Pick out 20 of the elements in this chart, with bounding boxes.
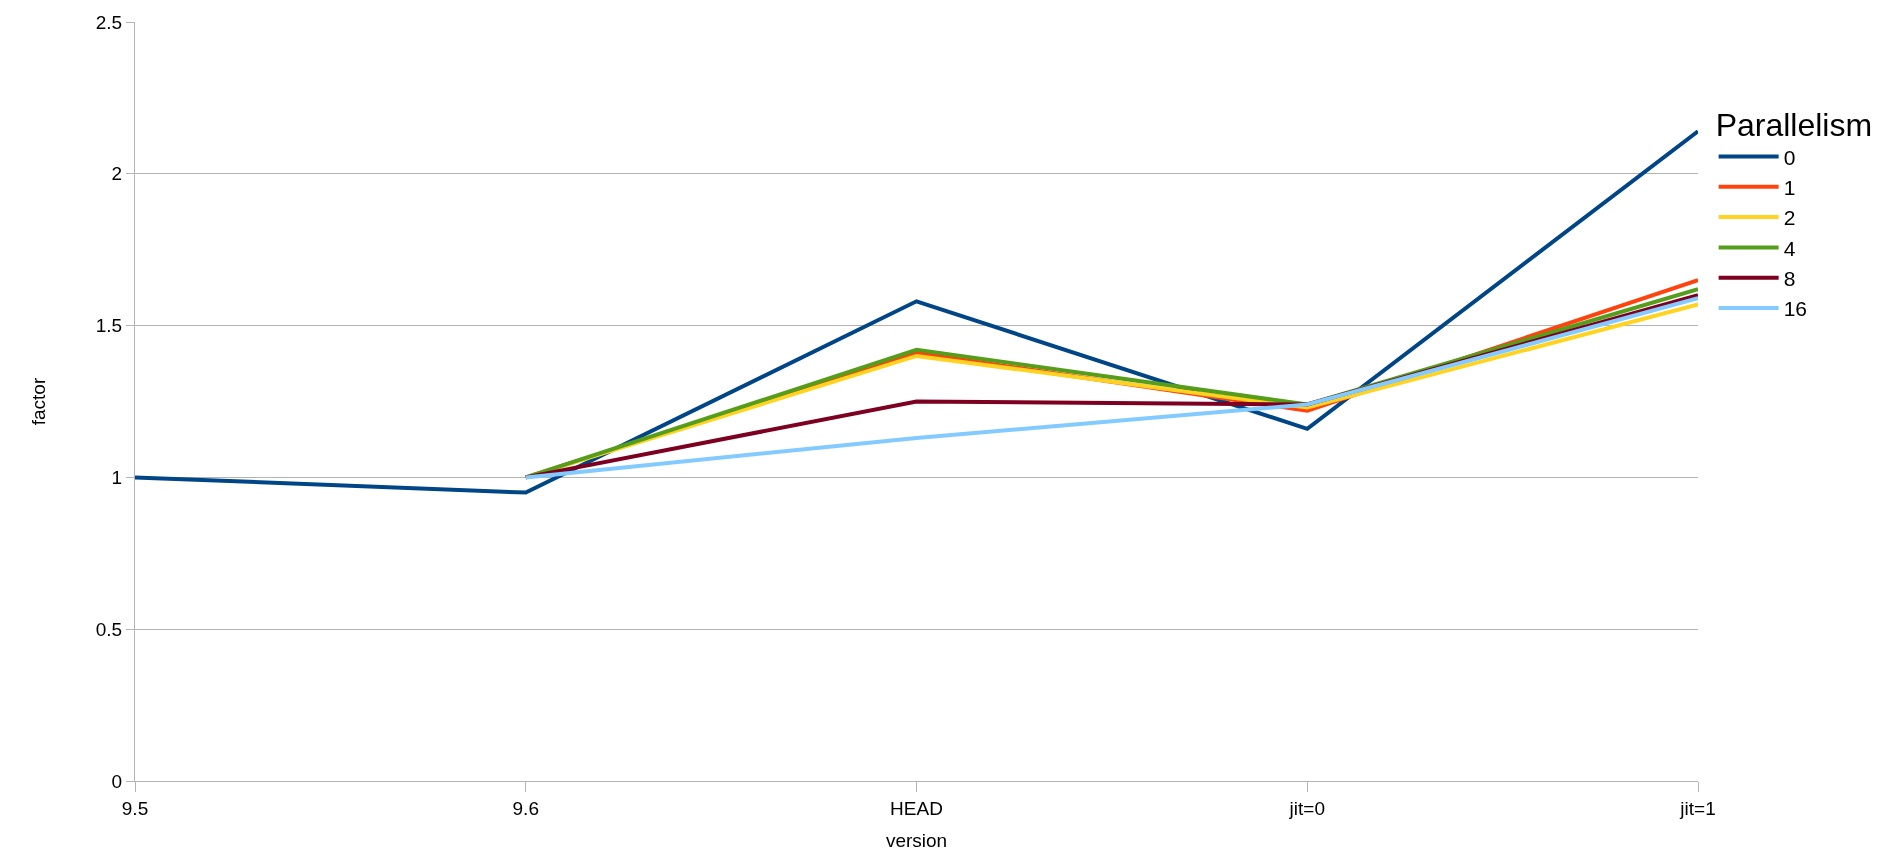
legend-label: 16 (1783, 297, 1807, 321)
legend-label: 1 (1783, 175, 1796, 199)
x-axis-title: version (885, 829, 948, 851)
x-tick-label: 9.6 (512, 797, 539, 819)
y-tick-label: 0.5 (95, 618, 123, 640)
legend-label: 2 (1783, 206, 1796, 230)
y-tick-label: 1 (111, 467, 123, 489)
y-axis-title: factor (27, 377, 49, 426)
y-tick-label: 0 (111, 770, 123, 792)
legend-title: Parallelism (1715, 107, 1873, 144)
x-tick-label: 9.5 (121, 797, 149, 819)
x-tick-label: jit=1 (1679, 797, 1716, 819)
y-tick-label: 2 (111, 163, 123, 185)
legend-label: 4 (1783, 236, 1796, 260)
x-tick-label: jit=0 (1288, 797, 1325, 819)
x-tick-label: HEAD (890, 797, 943, 819)
y-tick-label: 1.5 (95, 315, 123, 337)
y-tick-label: 2.5 (95, 11, 123, 33)
legend-label: 0 (1783, 145, 1796, 169)
legend-label: 8 (1783, 266, 1796, 290)
